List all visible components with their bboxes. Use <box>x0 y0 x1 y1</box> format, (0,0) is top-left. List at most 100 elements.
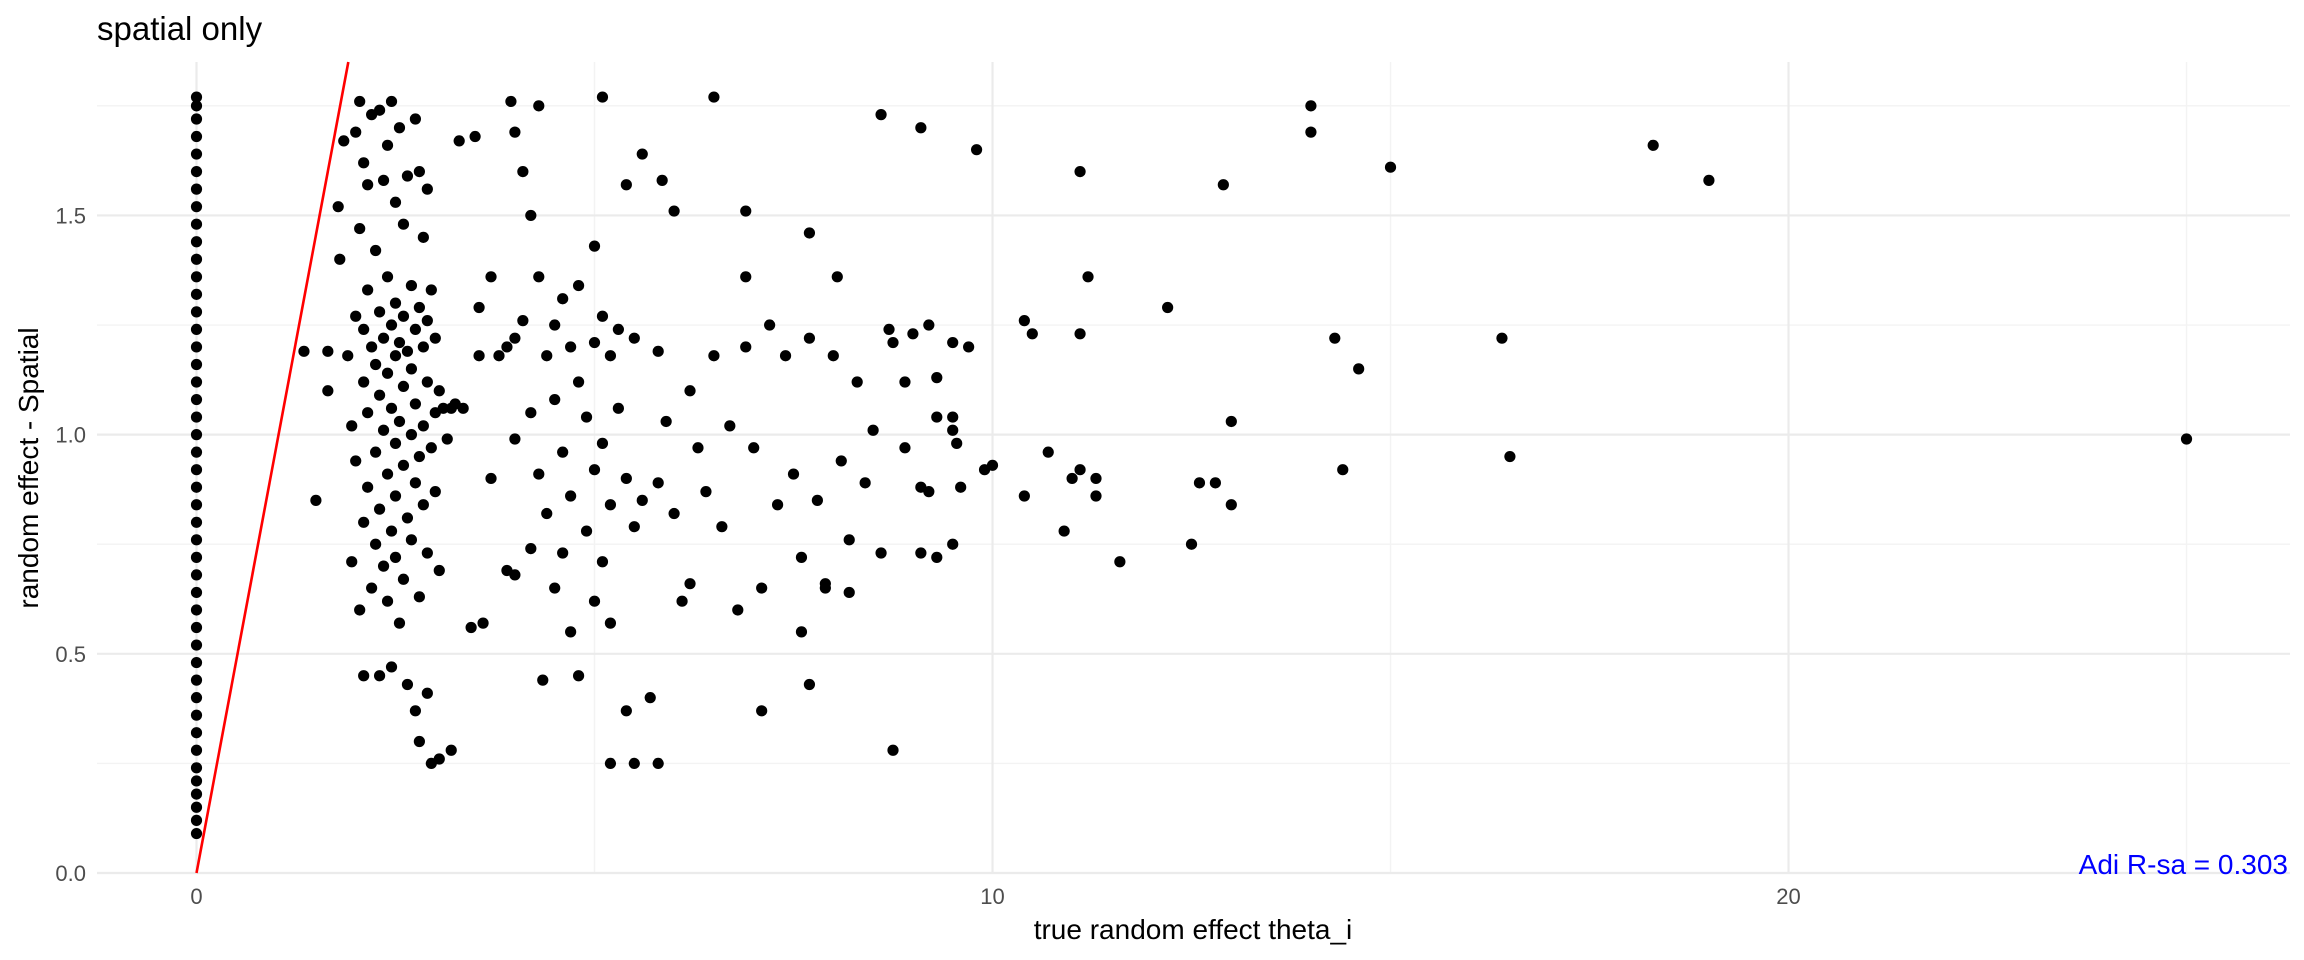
data-point <box>373 389 386 401</box>
data-point <box>580 411 593 423</box>
data-point <box>385 402 398 414</box>
data-point <box>441 433 453 445</box>
data-point <box>350 455 362 467</box>
data-point <box>433 564 445 577</box>
data-point <box>525 407 537 419</box>
data-point <box>620 705 632 717</box>
data-point <box>362 284 374 296</box>
data-point <box>668 205 680 217</box>
data-point <box>405 429 418 441</box>
data-point <box>190 481 203 493</box>
data-point <box>385 661 398 673</box>
data-point <box>473 301 485 314</box>
data-point <box>190 446 203 458</box>
data-point <box>445 744 457 756</box>
data-point <box>190 827 203 840</box>
data-point <box>421 183 433 195</box>
data-point <box>756 705 768 717</box>
data-point <box>346 556 358 568</box>
data-point <box>298 345 310 357</box>
data-point <box>362 407 374 419</box>
data-point <box>354 95 366 108</box>
data-point <box>417 420 429 432</box>
data-point <box>190 534 203 546</box>
data-point <box>1066 472 1078 485</box>
data-point <box>190 253 203 265</box>
data-point <box>190 201 203 213</box>
data-point <box>509 569 521 581</box>
data-point <box>401 170 414 182</box>
data-point <box>656 174 668 186</box>
data-point <box>421 376 433 388</box>
data-point <box>358 670 370 682</box>
data-point <box>397 218 410 230</box>
data-point <box>604 350 617 362</box>
data-point <box>358 376 370 388</box>
data-point <box>381 367 394 379</box>
data-point <box>843 586 855 599</box>
data-point <box>803 332 816 344</box>
data-point <box>332 201 344 213</box>
data-point <box>1074 165 1086 178</box>
data-point <box>350 310 362 322</box>
data-point <box>413 450 425 463</box>
reference-line <box>195 61 350 874</box>
data-point <box>612 323 624 336</box>
data-point <box>947 411 959 423</box>
data-point <box>604 499 617 511</box>
data-point <box>381 595 394 607</box>
data-point <box>366 582 378 594</box>
data-point <box>915 547 927 559</box>
data-point <box>541 507 553 520</box>
data-point <box>931 411 943 423</box>
data-point <box>354 604 366 616</box>
data-point <box>986 459 999 471</box>
data-point <box>724 420 736 432</box>
data-point <box>190 814 203 826</box>
data-point <box>377 424 390 436</box>
data-point <box>740 205 752 217</box>
data-point <box>899 442 911 454</box>
data-points <box>190 91 2193 840</box>
data-point <box>947 424 959 436</box>
data-point <box>740 271 752 283</box>
data-point <box>405 279 418 292</box>
data-point <box>393 415 406 428</box>
data-point <box>951 437 963 449</box>
data-point <box>533 100 545 112</box>
data-point <box>493 350 505 362</box>
data-point <box>835 455 847 467</box>
data-point <box>465 621 477 634</box>
x-tick-label: 20 <box>1776 884 1800 909</box>
data-point <box>867 424 879 436</box>
data-point <box>358 516 370 528</box>
data-point <box>1193 477 1206 489</box>
data-point <box>604 617 617 629</box>
data-point <box>1225 415 1237 428</box>
data-point <box>393 617 406 629</box>
data-point <box>716 521 728 533</box>
data-point <box>190 358 203 371</box>
data-point <box>803 678 816 691</box>
data-point <box>389 196 402 208</box>
data-point <box>190 801 203 813</box>
data-point <box>565 490 577 502</box>
data-point <box>620 179 632 191</box>
data-point <box>409 323 422 336</box>
data-point <box>652 345 664 357</box>
data-point <box>354 222 366 235</box>
data-point <box>533 271 545 283</box>
data-point <box>1305 100 1317 112</box>
data-point <box>437 402 449 414</box>
data-point <box>370 538 382 550</box>
data-point <box>1090 472 1102 485</box>
data-point <box>899 376 911 388</box>
data-point <box>409 477 422 489</box>
data-point <box>385 95 398 108</box>
data-point <box>819 582 831 594</box>
data-point <box>485 271 497 283</box>
data-point <box>389 437 402 449</box>
data-point <box>549 319 561 331</box>
data-point <box>875 109 887 121</box>
